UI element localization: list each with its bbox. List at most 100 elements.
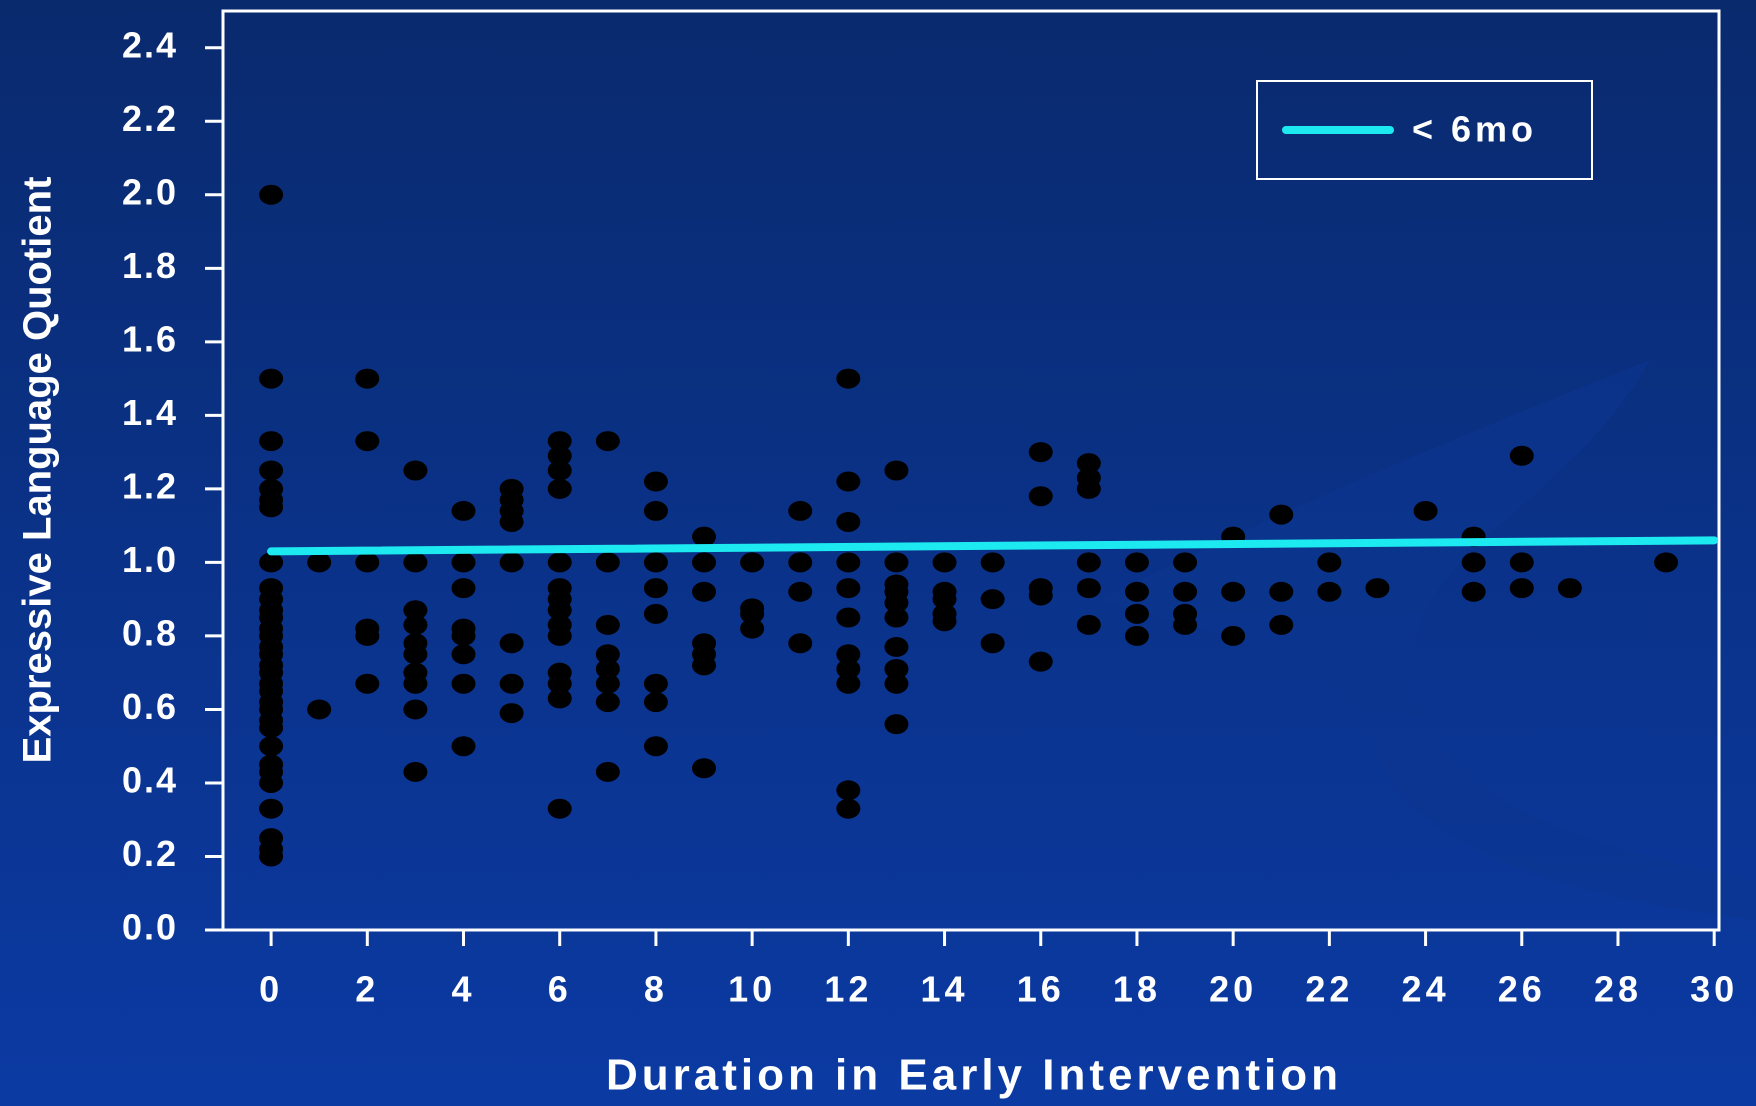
scatter-point [355,625,380,646]
scatter-point [884,552,909,573]
scatter-point [403,699,428,720]
scatter-point [1317,581,1342,602]
x-axis-title: Duration in Early Intervention [606,1051,1342,1100]
x-tick-label: 0 [259,969,283,1010]
scatter-point [980,633,1005,654]
scatter-point [932,552,957,573]
scatter-point [1028,486,1053,507]
scatter-point [836,607,861,628]
scatter-point [259,717,284,738]
scatter-point [1509,578,1534,599]
scatter-point [740,618,765,639]
scatter-point [1028,585,1053,606]
scatter-point [595,431,620,452]
scatter-point [1461,581,1486,602]
scatter-point [595,552,620,573]
scatter-point [499,703,524,724]
scatter-point [259,184,284,205]
x-tick-label: 8 [644,969,668,1010]
scatter-point [451,625,476,646]
y-axis-title: Expressive Language Quotient [16,177,60,764]
scatter-point [980,589,1005,610]
scatter-point [884,714,909,735]
y-tick-label: 0.2 [122,833,178,874]
decor-swirl [1100,360,1756,920]
scatter-point [643,552,668,573]
scatter-point [547,478,572,499]
legend: < 6mo [1256,80,1593,180]
scatter-point [451,644,476,665]
scatter-point [692,526,717,547]
y-tick-label: 0.6 [122,686,178,727]
scatter-point [403,600,428,621]
x-tick-label: 6 [548,969,572,1010]
y-tick-label: 0.0 [122,907,178,948]
scatter-point [451,736,476,757]
x-tick-label: 12 [824,969,872,1010]
scatter-point [1124,581,1149,602]
scatter-point [259,772,284,793]
scatter-point [836,368,861,389]
x-tick-label: 28 [1594,969,1642,1010]
plot-frame [221,9,1721,932]
scatter-point [403,673,428,694]
scatter-point [1509,445,1534,466]
scatter-point [1173,581,1198,602]
scatter-point [692,552,717,573]
scatter-point [403,614,428,635]
scatter-point [403,552,428,573]
scatter-point [1173,552,1198,573]
scatter-point [595,644,620,665]
scatter-point [451,552,476,573]
y-tick-label: 2.2 [122,98,178,139]
scatter-point [547,625,572,646]
x-tick-label: 20 [1209,969,1257,1010]
scatter-point [788,552,813,573]
scatter-point [259,798,284,819]
y-tick-label: 0.4 [122,759,178,800]
x-tick-label: 10 [728,969,776,1010]
scatter-point [307,552,332,573]
scatter-point [1654,552,1679,573]
scatter-point [884,460,909,481]
scatter-point [1076,453,1101,474]
scatter-point [836,780,861,801]
scatter-point [499,633,524,654]
scatter-point [595,614,620,635]
scatter-point [1076,578,1101,599]
scatter-point [643,471,668,492]
scatter-point [836,578,861,599]
scatter-point [1269,504,1294,525]
scatter-point [595,659,620,680]
y-tick-label: 1.6 [122,318,178,359]
x-tick-label: 18 [1113,969,1161,1010]
scatter-point [643,692,668,713]
scatter-point [932,589,957,610]
scatter-point [355,431,380,452]
scatter-point [884,636,909,657]
scatter-point [788,581,813,602]
scatter-point [1124,552,1149,573]
scatter-point [259,368,284,389]
scatter-point [1221,625,1246,646]
x-tick-label: 24 [1402,969,1450,1010]
scatter-point [643,736,668,757]
scatter-point [1317,552,1342,573]
scatter-point [595,761,620,782]
scatter-point [788,500,813,521]
scatter-point [1124,603,1149,624]
y-tick-label: 1.4 [122,392,178,433]
scatter-point [788,633,813,654]
scatter-point [836,798,861,819]
scatter-point [499,552,524,573]
scatter-point [355,552,380,573]
scatter-point [403,460,428,481]
y-tick-label: 1.8 [122,245,178,286]
scatter-point [259,736,284,757]
y-tick-label: 2.0 [122,171,178,212]
scatter-point [1076,614,1101,635]
scatter-point [692,758,717,779]
scatter-point [499,511,524,532]
scatter-point [547,688,572,709]
